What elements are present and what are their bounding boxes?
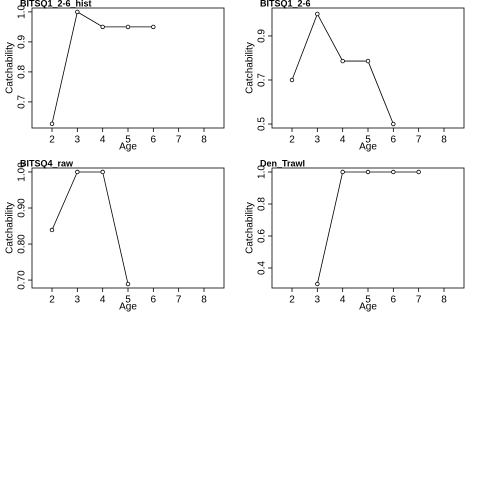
data-point: [100, 169, 105, 175]
y-tick-label: 0.7: [17, 95, 28, 109]
x-tick-label: 2: [289, 135, 295, 146]
y-axis-label: Catchability: [245, 42, 256, 94]
x-tick-label: 8: [441, 295, 447, 306]
x-tick-label: 6: [391, 295, 397, 306]
data-point: [49, 121, 55, 126]
data-point: [125, 281, 131, 287]
x-tick-label: 4: [340, 135, 346, 146]
y-tick-label: 0.6: [257, 229, 268, 243]
data-point: [391, 169, 396, 175]
x-tick-label: 5: [125, 295, 131, 306]
y-tick-label: 0.9: [17, 35, 28, 49]
data-point: [289, 77, 295, 83]
plot-frame: [271, 7, 465, 129]
x-tick-label: 3: [75, 295, 81, 306]
x-tick-label: 2: [49, 135, 55, 146]
x-tick-label: 7: [416, 135, 422, 146]
x-tick-label: 7: [176, 135, 182, 146]
data-point: [365, 169, 371, 175]
series-line: [316, 171, 419, 285]
x-tick-label: 3: [75, 135, 81, 146]
y-axis-label: Catchability: [5, 42, 16, 94]
x-tick-label: 6: [391, 135, 397, 146]
panel-title: Den_Trawl: [260, 158, 305, 168]
x-tick-label: 6: [151, 135, 157, 146]
y-tick-label: 0.9: [257, 29, 268, 43]
x-axis-label: Age: [119, 142, 137, 153]
data-point: [340, 58, 345, 64]
x-axis-label: Age: [359, 142, 377, 153]
data-point: [391, 121, 396, 127]
x-tick-label: 4: [100, 295, 106, 306]
y-tick-label: 0.5: [257, 117, 268, 131]
data-point: [151, 24, 156, 30]
y-tick-label: 0.90: [17, 198, 28, 218]
data-point: [340, 169, 345, 175]
x-tick-label: 2: [289, 295, 295, 306]
x-tick-label: 2: [49, 295, 55, 306]
x-tick-label: 6: [151, 295, 157, 306]
y-tick-label: 0.4: [257, 261, 268, 275]
data-point: [416, 169, 421, 175]
y-tick-label: 0.8: [257, 197, 268, 211]
x-tick-label: 5: [365, 135, 371, 146]
data-point: [75, 169, 80, 175]
y-tick-label: 1.00: [17, 162, 28, 182]
y-tick-label: 0.7: [257, 73, 268, 87]
y-tick-label: 0.8: [17, 65, 28, 79]
panel-title: BITSQ1_2-6: [260, 0, 311, 8]
x-tick-label: 8: [441, 135, 447, 146]
data-point: [49, 227, 55, 233]
x-tick-label: 7: [176, 295, 182, 306]
series-line: [291, 12, 394, 125]
x-tick-label: 4: [340, 295, 346, 306]
x-tick-label: 3: [315, 135, 321, 146]
x-axis-label: Age: [359, 302, 377, 313]
plot-frame: [271, 167, 465, 289]
data-point: [75, 9, 80, 15]
data-point: [315, 281, 320, 287]
x-tick-label: 3: [315, 295, 321, 306]
data-point: [100, 24, 105, 30]
data-point: [125, 24, 131, 30]
y-tick-label: 1.0: [257, 165, 268, 179]
y-tick-label: 1.0: [17, 5, 28, 19]
series-line: [51, 171, 129, 285]
plot-frame: [31, 167, 225, 289]
x-tick-label: 5: [365, 295, 371, 306]
y-tick-label: 0.80: [17, 234, 28, 254]
y-axis-label: Catchability: [5, 202, 16, 254]
data-point: [365, 58, 371, 64]
y-axis-label: Catchability: [245, 202, 256, 254]
x-axis-label: Age: [119, 302, 137, 313]
x-tick-label: 8: [201, 135, 207, 146]
panel-title: BITSQ1_2-6_hist: [20, 0, 92, 8]
y-tick-label: 0.70: [17, 270, 28, 290]
x-tick-label: 4: [100, 135, 106, 146]
x-tick-label: 5: [125, 135, 131, 146]
panel-title: BITSQ4_raw: [20, 158, 74, 168]
x-tick-label: 7: [416, 295, 422, 306]
data-point: [315, 11, 320, 17]
x-tick-label: 8: [201, 295, 207, 306]
